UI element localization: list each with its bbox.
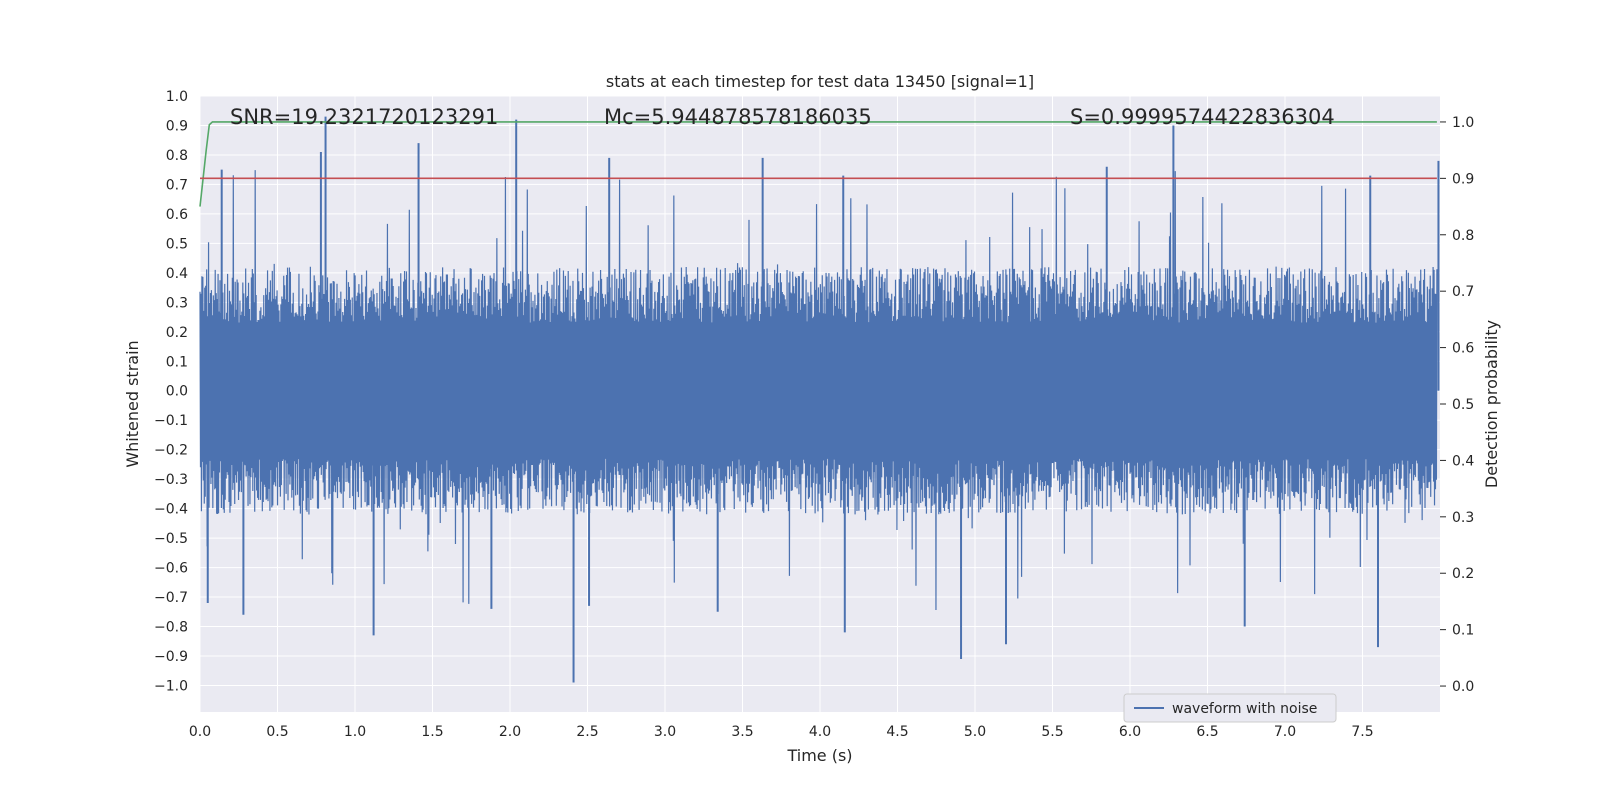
y-tick-label: 0.8 [166,148,188,164]
x-tick-label: 3.5 [731,724,753,740]
y-tick-label: 0.6 [166,207,188,223]
y2-tick-label: 0.4 [1452,453,1474,469]
y-tick-label: −0.3 [154,472,188,488]
detection-probability-line [199,121,1437,207]
legend-label-waveform: waveform with noise [1172,701,1317,717]
y-tick-label: −0.6 [154,561,188,577]
y2-tick-label: 0.6 [1452,341,1474,357]
x-tick-label: 6.0 [1119,724,1141,740]
y-tick-label: −0.5 [154,531,188,547]
y-tick-label: −1.0 [154,678,188,694]
x-tick-label: 4.5 [886,724,908,740]
y-tick-label: 0.0 [166,384,188,400]
legend-box [1123,693,1337,723]
legend: waveform with noise [1123,693,1337,723]
x-tick-label: 1.0 [344,724,366,740]
x-tick-label: 5.0 [964,724,986,740]
y2-tick-label: 0.7 [1452,284,1474,300]
y-tick-label: 1.0 [166,89,188,105]
y2-tick-label: 0.5 [1452,397,1474,413]
x-tick-label: 0.0 [189,724,211,740]
y-tick-label: −0.1 [154,413,188,429]
y-tick-label: 0.9 [166,118,188,134]
x-tick-label: 2.5 [576,724,598,740]
y2-tick-label: 0.2 [1452,566,1474,582]
y-tick-label: −0.7 [154,590,188,606]
x-tick-label: 4.0 [809,724,831,740]
series-layer [199,116,1440,683]
x-tick-label: 3.0 [654,724,676,740]
y-tick-label: 0.5 [166,236,188,252]
y2-tick-labels: 1.0 0.9 0.8 0.7 0.6 0.5 0.4 0.3 0.2 0.1 0.0 [1440,115,1474,695]
y2-tick-label: 1.0 [1452,115,1474,131]
y2-tick-label: 0.1 [1452,623,1474,639]
y2-tick-label: 0.9 [1452,171,1474,187]
y-tick-label: −0.4 [154,502,188,518]
snr-annotation: SNR=19.2321720123291 [230,105,498,129]
x-tick-label: 7.0 [1274,724,1296,740]
x-tick-label: 7.5 [1351,724,1373,740]
x-tick-label: 6.5 [1196,724,1218,740]
y-tick-label: 0.3 [166,295,188,311]
waveform-line [199,170,1438,611]
y-tick-label: −0.9 [154,649,188,665]
chirp-mass-annotation: Mc=5.944878578186035 [604,105,872,129]
chart-title: stats at each timestep for test data 134… [606,72,1034,91]
y-tick-label: 0.4 [166,266,188,282]
y2-tick-label: 0.8 [1452,228,1474,244]
x-tick-label: 2.0 [499,724,521,740]
y2-axis-label: Detection probability [1482,320,1501,488]
y-tick-labels: 1.0 0.9 0.8 0.7 0.6 0.5 0.4 0.3 0.2 0.1 0.0 −0.1 −0.… [154,89,188,694]
y-axis-label: Whitened strain [123,340,142,467]
x-tick-labels: 0.0 0.5 1.0 1.5 2.0 2.5 3.0 3.5 4.0 4.5 5.0 5.5 6.0 6… [189,724,1374,740]
y-tick-label: 0.1 [166,354,188,370]
x-axis-label: Time (s) [786,746,852,765]
y-tick-label: 0.7 [166,177,188,193]
y-tick-label: −0.8 [154,620,188,636]
y-tick-label: −0.2 [154,443,188,459]
x-tick-label: 5.5 [1041,724,1063,740]
x-tick-label: 0.5 [266,724,288,740]
y2-tick-label: 0.0 [1452,679,1474,695]
y2-tick-label: 0.3 [1452,510,1474,526]
x-tick-label: 1.5 [421,724,443,740]
score-annotation: S=0.9999574422836304 [1070,105,1335,129]
y-tick-label: 0.2 [166,325,188,341]
